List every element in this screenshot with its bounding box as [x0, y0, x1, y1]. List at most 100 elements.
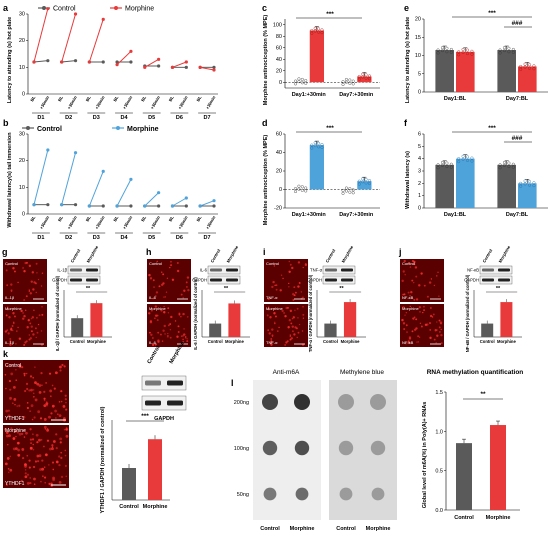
stained-cell [12, 385, 16, 389]
data-point [502, 160, 506, 164]
stained-cell [292, 293, 295, 296]
x-tick-label: Day1:+30min [292, 92, 327, 98]
stained-cell [22, 415, 26, 419]
stained-cell [55, 433, 58, 436]
morphine-bar [518, 183, 537, 208]
stained-cell [436, 275, 438, 277]
data-point [507, 46, 511, 50]
stained-cell [25, 372, 28, 375]
data-point [528, 66, 532, 70]
stained-cell [37, 278, 40, 281]
stained-cell [156, 260, 158, 263]
stained-cell [43, 397, 46, 400]
stained-cell [12, 329, 14, 332]
day-label: D4 [120, 115, 128, 121]
stained-cell [180, 293, 183, 296]
stained-cell [63, 428, 66, 431]
control-series-segment [61, 60, 76, 63]
stained-cell [292, 316, 296, 319]
morphine-point [170, 204, 175, 208]
stained-cell [12, 267, 15, 270]
stained-cell [56, 460, 59, 464]
blot-band [498, 268, 510, 272]
control-micrograph [264, 259, 308, 302]
stained-cell [48, 464, 50, 466]
morphine-series-segment [61, 152, 77, 205]
y-tick-label: 4 [418, 156, 421, 162]
data-point [364, 73, 368, 77]
stained-cell [404, 274, 406, 276]
anti-m6a-dot [294, 394, 310, 410]
significance-label: *** [141, 413, 149, 420]
column-title-anti-m6a: Anti-m6A [273, 369, 300, 376]
stained-cell [417, 341, 420, 343]
y-tick-label: 100 [273, 22, 282, 28]
blot-column-label: Morphine [86, 244, 100, 263]
x-tick-label: BL [29, 215, 36, 223]
stained-cell [293, 286, 296, 289]
data-point [457, 160, 461, 164]
stained-cell [186, 340, 189, 343]
data-point [300, 185, 304, 189]
y-tick-label: 0.0 [435, 508, 443, 514]
stained-cell [4, 462, 8, 466]
legend-control-label: Control [37, 126, 62, 133]
stained-cell [409, 305, 411, 308]
x-tick-label: +30min [39, 215, 51, 230]
control-point [157, 64, 161, 68]
data-point [357, 74, 361, 78]
stained-cell [65, 401, 67, 404]
stained-cell [34, 460, 38, 463]
stained-cell [34, 327, 37, 330]
control-point [73, 59, 78, 63]
stained-cell [36, 382, 40, 386]
stained-cell [39, 468, 42, 471]
panel-letter-e: e [404, 3, 409, 13]
stained-cell [429, 322, 431, 324]
stained-cell [413, 260, 416, 264]
y-tick-label: 3 [418, 169, 421, 175]
data-point [351, 191, 355, 195]
x-tick-label: BL [140, 215, 147, 223]
stained-cell [4, 373, 7, 376]
y-axis-label: IL-6 / GAPDH (normalized of control) [193, 277, 198, 350]
stained-cell [414, 316, 416, 318]
control-point [184, 204, 188, 208]
stained-cell [9, 455, 12, 458]
blot-band [145, 380, 161, 386]
y-tick-label: -20 [274, 206, 282, 212]
stained-cell [43, 399, 46, 402]
data-point [449, 47, 453, 51]
stained-cell [298, 282, 301, 284]
stained-cell [286, 340, 289, 343]
stained-cell [13, 270, 16, 273]
stained-cell [36, 331, 39, 334]
significance-label: ** [86, 286, 91, 292]
panel-e: e Latency to attending (s) hot plate ***… [404, 3, 548, 103]
stained-cell [5, 387, 7, 390]
stained-cell [439, 321, 443, 324]
stained-cell [407, 340, 410, 344]
significance-label-1: *** [488, 125, 496, 132]
stained-cell [288, 282, 290, 285]
morphine-point [198, 204, 202, 208]
day-label: D7 [204, 115, 211, 121]
data-point [461, 157, 465, 161]
y-tick-label: 1.5 [435, 390, 443, 396]
stained-cell [7, 414, 11, 418]
data-point [445, 161, 449, 165]
morphine-series-segment [116, 50, 132, 66]
stained-cell [12, 312, 15, 315]
stained-cell [29, 337, 32, 340]
panel-letter-i: i [263, 247, 266, 257]
anti-m6a-dot [295, 487, 309, 501]
x-tick-label: Morphine [225, 339, 245, 344]
y-axis-label: Withdrawal latency (s) [405, 151, 411, 209]
x-tick-label: BL [57, 95, 64, 103]
stained-cell [287, 326, 290, 329]
control-bar [324, 323, 337, 337]
stained-cell [166, 334, 169, 337]
legend-control-marker [26, 126, 30, 130]
stained-cell [291, 325, 294, 328]
